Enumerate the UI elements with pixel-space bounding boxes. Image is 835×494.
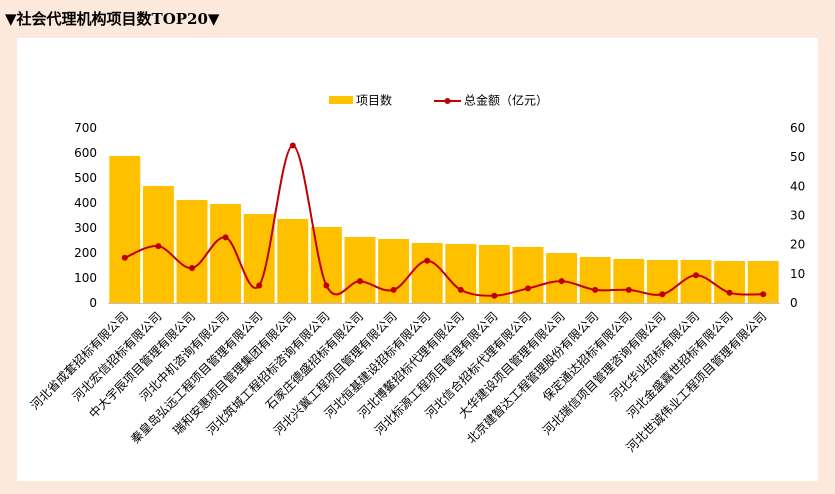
left-tick-label: 500: [74, 171, 97, 185]
legend-swatch-point: [444, 98, 451, 104]
bar: [579, 257, 611, 303]
legend-swatch-bar: [329, 96, 353, 104]
line-point: [155, 243, 162, 250]
line-point: [390, 286, 397, 293]
bar: [378, 239, 410, 303]
legend: 项目数 总金额（亿元）: [329, 93, 548, 108]
bar: [243, 214, 275, 303]
right-tick-label: 0: [790, 296, 798, 310]
line-point: [760, 291, 767, 298]
bar: [714, 261, 746, 303]
bar: [512, 247, 544, 303]
left-tick-label: 400: [74, 196, 97, 210]
right-tick-label: 10: [790, 267, 805, 281]
bar: [546, 253, 578, 303]
left-tick-label: 100: [74, 271, 97, 285]
line-point: [659, 291, 666, 298]
right-tick-label: 30: [790, 209, 805, 223]
bar-series: [109, 156, 779, 303]
line-point: [457, 286, 464, 293]
legend-label: 总金额（亿元）: [464, 93, 548, 108]
bar: [613, 259, 645, 303]
bar: [411, 243, 443, 303]
line-point: [256, 282, 263, 289]
bar: [680, 260, 712, 303]
left-tick-label: 300: [74, 221, 97, 235]
bar: [344, 237, 376, 303]
line-point: [625, 286, 632, 293]
left-tick-label: 0: [89, 296, 97, 310]
left-tick-label: 700: [74, 121, 97, 135]
left-tick-label: 600: [74, 146, 97, 160]
line-point: [121, 254, 128, 261]
axes: 0 100 200 300 400 500 600 700 0 10 20 30 40 50 60: [74, 121, 805, 310]
page-title: ▼社会代理机构项目数TOP20▼: [5, 10, 220, 28]
bar: [277, 219, 309, 303]
bar: [176, 200, 208, 303]
right-tick-label: 60: [790, 121, 805, 135]
line-point: [357, 278, 363, 285]
bar: [109, 156, 141, 303]
legend-label: 项目数: [356, 93, 392, 108]
right-tick-label: 20: [790, 238, 805, 252]
category-labels: 河北省成套招标有限公司河北宏信招标有限公司中大宇辰项目管理有限公司河北中机咨询有…: [28, 309, 770, 455]
line-point: [693, 272, 699, 279]
line-point: [222, 234, 229, 241]
right-tick-label: 40: [790, 179, 805, 193]
line-point: [592, 286, 599, 293]
line-series: [121, 142, 767, 299]
line-point: [558, 278, 565, 285]
left-tick-label: 200: [74, 246, 97, 260]
right-tick-label: 50: [790, 150, 805, 164]
line-point: [424, 257, 431, 264]
line-point: [323, 282, 330, 289]
line-point: [726, 289, 733, 296]
line-point: [525, 285, 531, 292]
line-point: [491, 292, 498, 299]
line-point: [289, 142, 296, 149]
line-point: [189, 265, 195, 271]
